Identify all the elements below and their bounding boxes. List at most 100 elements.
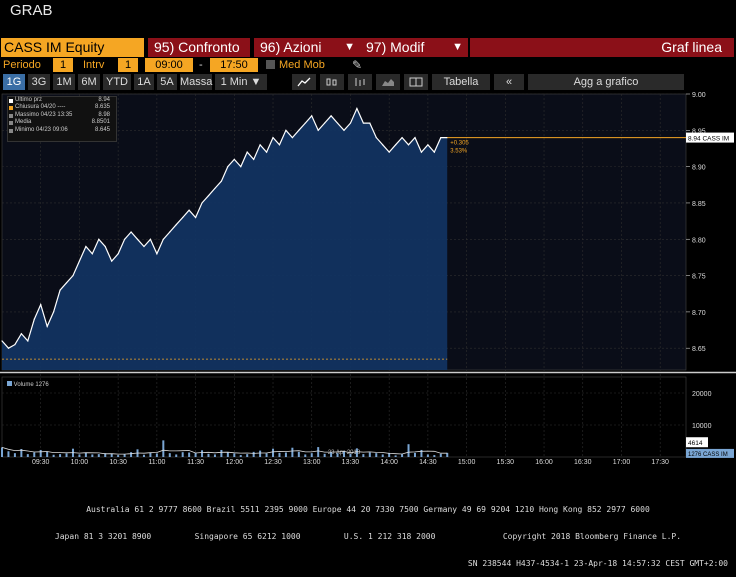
volume-bar xyxy=(439,453,442,457)
time-tick-label: 17:00 xyxy=(613,459,631,465)
table-button[interactable]: Tabella xyxy=(432,74,490,90)
price-point xyxy=(330,115,332,117)
legend-label: Massimo 04/23 13:35 xyxy=(15,111,73,118)
legend: Ultimo prz 8.94 Chiusura 04/20 ---- 8.635 Ma… xyxy=(7,96,117,142)
volume-last-tag xyxy=(686,448,734,458)
volume-bar xyxy=(194,452,197,457)
price-point xyxy=(124,238,126,240)
moving-average-label: Med Mob xyxy=(279,59,325,71)
price-point xyxy=(143,245,145,248)
volume-bar xyxy=(13,453,16,457)
range-button[interactable]: 5A xyxy=(157,74,177,90)
volume-bar xyxy=(265,453,268,457)
price-chart[interactable]: 9.00 8.95 8.90 8.85 8.80 8.75 8.70 8.65 09:30 10:… xyxy=(0,92,736,465)
price-point xyxy=(285,129,287,131)
ticker-field[interactable]: CASS IM Equity xyxy=(1,38,144,57)
time-tick-label: 09:30 xyxy=(32,459,50,465)
mountain-chart-icon[interactable] xyxy=(376,74,400,90)
range-button[interactable]: 3G xyxy=(28,74,50,90)
volume-bar xyxy=(123,454,126,457)
period-input[interactable]: 1 xyxy=(53,58,73,72)
time-tick-label: 13:00 xyxy=(303,459,321,465)
volume-bar xyxy=(84,452,87,457)
price-point xyxy=(78,260,81,262)
time-tick-label: 12:00 xyxy=(226,459,244,465)
range-button[interactable]: 1 Min ▼ xyxy=(215,74,267,90)
legend-row: Minimo 04/23 09:06 8.645 xyxy=(8,127,116,134)
volume-bar xyxy=(65,453,68,457)
moving-average-checkbox[interactable] xyxy=(266,60,275,69)
chart-type-button[interactable]: Graf linea xyxy=(470,38,734,57)
volume-bar xyxy=(130,452,133,457)
volume-bar xyxy=(207,453,210,457)
price-point xyxy=(395,144,397,146)
end-time-input[interactable]: 17:50 xyxy=(210,58,258,72)
volume-bar xyxy=(39,449,42,457)
legend-swatch xyxy=(9,121,13,126)
volume-ma-label: 4614 xyxy=(688,440,703,447)
volume-bar xyxy=(91,454,94,457)
price-point xyxy=(111,260,113,262)
time-separator: - xyxy=(199,59,203,71)
volume-bar xyxy=(78,454,81,457)
time-tick-label: 11:30 xyxy=(187,459,204,465)
price-point xyxy=(336,122,339,124)
actions-button[interactable]: 96) Azioni ▼ xyxy=(254,38,360,57)
volume-bar xyxy=(20,449,23,457)
chevron-down-icon: ▼ xyxy=(452,41,463,53)
range-button[interactable]: 1A xyxy=(134,74,154,90)
range-button[interactable]: 6M xyxy=(78,74,100,90)
interval-input[interactable]: 1 xyxy=(118,58,138,72)
volume-bar xyxy=(7,451,10,457)
price-point xyxy=(343,129,345,131)
range-button[interactable]: 1G xyxy=(3,74,25,90)
volume-bar xyxy=(323,453,326,457)
price-point xyxy=(414,136,416,139)
price-point xyxy=(272,136,274,139)
pencil-icon[interactable]: ✎ xyxy=(352,58,363,72)
legend-value: 8.645 xyxy=(94,126,110,133)
time-tick-label: 11:00 xyxy=(148,459,165,465)
actions-button-label: Azioni xyxy=(283,39,322,55)
volume-bar xyxy=(381,454,384,457)
volume-bar xyxy=(284,452,287,457)
price-point xyxy=(246,151,248,153)
volume-bar xyxy=(433,455,436,457)
volume-bar xyxy=(162,440,165,457)
volume-legend: Volume 1276 xyxy=(7,381,49,388)
price-point xyxy=(375,136,377,139)
compare-button-number: 95) xyxy=(154,39,175,55)
volume-bar xyxy=(33,452,36,457)
price-tick-label: 8.90 xyxy=(692,165,706,172)
legend-label: Chiusura 04/20 ---- xyxy=(15,104,66,111)
price-point xyxy=(388,151,390,153)
volume-bar xyxy=(297,451,300,457)
candlestick-icon[interactable] xyxy=(320,74,344,90)
volume-bar xyxy=(310,453,313,457)
price-tick-label: 8.95 xyxy=(692,128,706,135)
volume-bar xyxy=(317,447,320,457)
compare-button[interactable]: 95) Confronto xyxy=(148,38,250,57)
price-point xyxy=(278,144,281,146)
time-tick-label: 15:30 xyxy=(497,459,515,465)
range-button[interactable]: YTD xyxy=(103,74,131,90)
collapse-icon[interactable]: « xyxy=(494,74,524,90)
legend-swatch xyxy=(9,99,13,103)
modify-button[interactable]: 97) Modif ▼ xyxy=(360,38,468,57)
legend-value: 8.94 xyxy=(98,97,110,103)
last-price-label: 8.94 CASS IM xyxy=(688,136,729,143)
price-point xyxy=(182,216,184,219)
range-button[interactable]: Massa xyxy=(180,74,213,90)
settings-chart-icon[interactable] xyxy=(404,74,428,90)
bar-chart-icon[interactable] xyxy=(348,74,372,90)
volume-bar xyxy=(26,454,29,457)
range-button[interactable]: 1M xyxy=(53,74,75,90)
line-chart-icon[interactable] xyxy=(292,74,316,90)
price-area xyxy=(2,108,448,370)
start-time-input[interactable]: 09:00 xyxy=(145,58,193,72)
add-to-chart-button[interactable]: Agg a grafico xyxy=(528,74,684,90)
price-point xyxy=(72,274,74,277)
price-point xyxy=(85,245,87,248)
price-point xyxy=(420,151,423,153)
price-point xyxy=(7,347,10,349)
